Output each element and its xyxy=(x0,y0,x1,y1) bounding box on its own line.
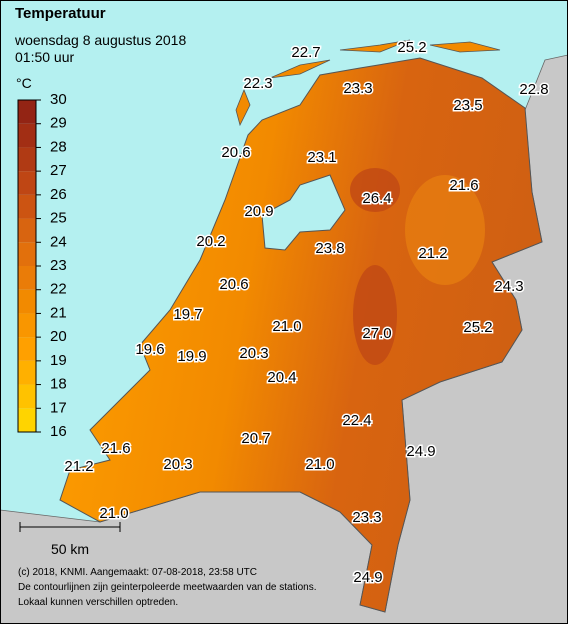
station-value: 23.3 xyxy=(343,80,372,97)
station-value: 22.3 xyxy=(243,75,272,92)
warm-area xyxy=(353,265,397,365)
footer-text: (c) 2018, KNMI. Aangemaakt: 07-08-2018, … xyxy=(18,567,257,578)
station-value: 22.4 xyxy=(342,412,371,429)
station-value: 21.2 xyxy=(64,458,93,475)
station-value: 20.7 xyxy=(241,430,270,447)
station-value: 25.2 xyxy=(397,39,426,56)
colorbar-unit: °C xyxy=(16,75,32,91)
station-value: 19.6 xyxy=(135,341,164,358)
time: 01:50 uur xyxy=(15,49,74,65)
station-value: 22.7 xyxy=(291,44,320,61)
colorbar-label: 17 xyxy=(50,399,67,416)
colorbar-band xyxy=(18,171,36,195)
footer-text: De contourlijnen zijn geinterpoleerde me… xyxy=(18,582,317,593)
station-value: 26.4 xyxy=(362,190,391,207)
colorbar-label: 20 xyxy=(50,328,67,345)
colorbar-label: 24 xyxy=(50,233,67,250)
station-value: 20.6 xyxy=(219,276,248,293)
colorbar-label: 26 xyxy=(50,186,67,203)
station-value: 20.6 xyxy=(221,144,250,161)
colorbar-band xyxy=(18,313,36,338)
colorbar-label: 16 xyxy=(50,423,67,440)
station-value: 19.9 xyxy=(177,348,206,365)
colorbar-band xyxy=(18,123,36,148)
colorbar-label: 23 xyxy=(50,257,67,274)
station-value: 21.0 xyxy=(272,318,301,335)
station-value: 20.4 xyxy=(267,369,296,386)
footer-text: Lokaal kunnen verschillen optreden. xyxy=(18,597,178,608)
station-value: 24.9 xyxy=(353,569,382,586)
colorbar-band xyxy=(18,194,36,219)
colorbar-label: 29 xyxy=(50,115,67,132)
colorbar-band xyxy=(18,360,36,385)
colorbar-band xyxy=(18,100,36,124)
colorbar-band xyxy=(18,337,36,361)
colorbar-band xyxy=(18,218,36,243)
station-value: 24.3 xyxy=(494,278,523,295)
station-value: 24.9 xyxy=(406,443,435,460)
colorbar-label: 21 xyxy=(50,304,67,321)
colorbar-label: 18 xyxy=(50,376,67,393)
colorbar-label: 22 xyxy=(50,281,67,298)
colorbar-label: 25 xyxy=(50,210,67,227)
station-value: 19.7 xyxy=(173,306,202,323)
scale-label: 50 km xyxy=(51,541,89,557)
station-value: 23.5 xyxy=(453,97,482,114)
station-value: 25.2 xyxy=(463,319,492,336)
station-value: 21.6 xyxy=(449,177,478,194)
wadden-islands xyxy=(235,39,501,127)
station-value: 21.2 xyxy=(418,245,447,262)
station-value: 20.3 xyxy=(163,456,192,473)
colorbar-band xyxy=(18,384,36,409)
station-value: 22.8 xyxy=(519,81,548,98)
station-value: 23.1 xyxy=(307,149,336,166)
station-value: 23.3 xyxy=(352,509,381,526)
station-value: 27.0 xyxy=(362,325,391,342)
colorbar-label: 28 xyxy=(50,138,67,155)
title: Temperatuur xyxy=(15,5,106,22)
colorbar-band xyxy=(18,408,36,432)
cool-area xyxy=(405,175,485,285)
station-value: 20.9 xyxy=(244,203,273,220)
colorbar-band xyxy=(18,242,36,266)
station-value: 21.6 xyxy=(101,440,130,457)
warm-area xyxy=(350,168,400,212)
colorbar-label: 27 xyxy=(50,162,67,179)
station-value: 20.3 xyxy=(239,345,268,362)
ijsselmeer xyxy=(261,174,346,251)
colorbar-band xyxy=(18,266,36,290)
colorbar-label: 19 xyxy=(50,352,67,369)
colorbar-band xyxy=(18,289,36,314)
station-value: 20.2 xyxy=(196,233,225,250)
station-value: 23.8 xyxy=(315,240,344,257)
colorbar-label: 30 xyxy=(50,91,67,108)
station-value: 21.0 xyxy=(305,456,334,473)
station-value: 21.0 xyxy=(99,505,128,522)
date: woensdag 8 augustus 2018 xyxy=(14,32,186,48)
colorbar-band xyxy=(18,147,36,172)
